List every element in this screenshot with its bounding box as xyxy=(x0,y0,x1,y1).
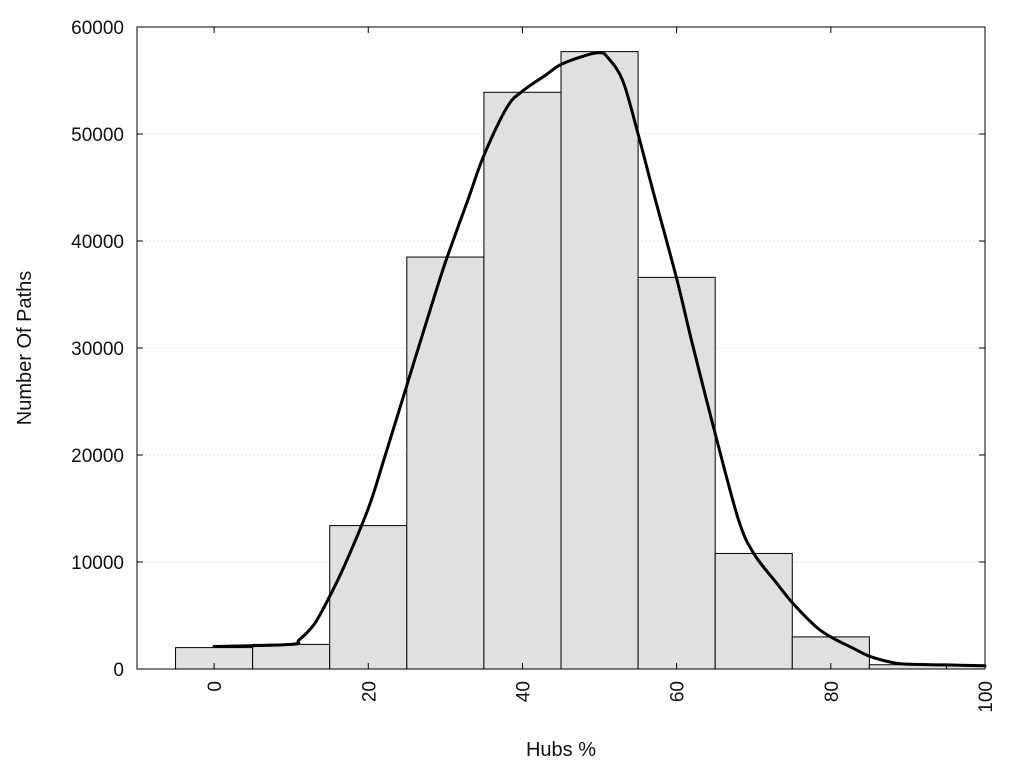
x-tick-label: 100 xyxy=(976,681,997,713)
histogram-bar xyxy=(252,643,331,670)
histogram-bar xyxy=(637,276,716,670)
histogram-bar xyxy=(483,91,562,670)
y-tick-label: 60000 xyxy=(71,18,124,39)
x-tick-label: 60 xyxy=(668,681,689,702)
y-tick-label: 50000 xyxy=(71,125,124,146)
histogram-bar xyxy=(560,51,639,670)
histogram-bar xyxy=(329,525,408,670)
x-tick-label: 0 xyxy=(205,681,226,692)
bars xyxy=(175,51,986,670)
density-curve xyxy=(212,51,987,668)
y-axis-ticks: 0 10000 20000 30000 40000 50000 60000 xyxy=(71,18,985,681)
y-tick-label: 10000 xyxy=(71,553,124,574)
y-tick-label: 0 xyxy=(113,660,124,681)
y-tick-label: 40000 xyxy=(71,232,124,253)
x-tick-label: 20 xyxy=(359,681,380,702)
y-tick-label: 20000 xyxy=(71,446,124,467)
x-axis-ticks: 0 20 40 60 80 100 xyxy=(205,27,997,713)
y-axis-label: Number Of Paths xyxy=(14,271,36,426)
histogram-bar xyxy=(406,256,485,670)
density-curve-layer xyxy=(212,51,987,668)
histogram-bar xyxy=(714,552,793,670)
x-tick-label: 40 xyxy=(513,681,534,702)
x-tick-label: 80 xyxy=(822,681,843,702)
x-axis-label: Hubs % xyxy=(526,739,596,761)
y-tick-label: 30000 xyxy=(71,339,124,360)
